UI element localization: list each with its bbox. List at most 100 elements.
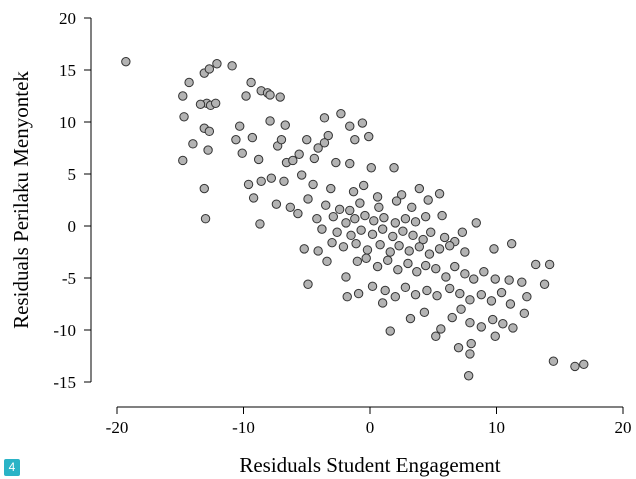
data-point	[522, 292, 532, 302]
data-point	[341, 218, 351, 228]
data-point	[465, 349, 475, 359]
data-point	[309, 153, 320, 164]
data-point	[355, 198, 365, 208]
data-point	[302, 134, 312, 145]
data-point	[265, 90, 275, 100]
data-point	[444, 241, 455, 251]
data-point	[351, 238, 361, 249]
data-point	[358, 180, 369, 191]
data-point	[372, 192, 383, 202]
data-point	[276, 134, 287, 145]
data-point	[280, 120, 290, 130]
y-tick-label: 20	[59, 9, 76, 28]
data-point	[121, 56, 131, 67]
y-tick-label: 0	[68, 217, 77, 236]
data-point	[463, 371, 474, 381]
data-point	[420, 260, 431, 271]
data-point	[184, 77, 194, 88]
data-point	[296, 170, 307, 180]
y-tick-label: -10	[53, 321, 76, 340]
data-point	[366, 163, 376, 173]
data-point	[313, 143, 323, 153]
y-tick-label: -15	[53, 373, 76, 392]
data-point	[253, 154, 264, 165]
x-axis: -20 -10 0 10 20	[106, 406, 632, 437]
data-point	[469, 274, 479, 284]
data-point	[334, 204, 345, 215]
data-point	[342, 292, 352, 302]
data-point	[431, 263, 441, 274]
data-point	[210, 98, 221, 108]
data-point	[498, 319, 508, 329]
data-point	[505, 299, 516, 309]
x-tick-label: 20	[615, 418, 632, 437]
y-tick-label: 15	[59, 61, 76, 80]
data-point	[420, 211, 431, 222]
data-point	[385, 247, 395, 257]
data-point	[231, 134, 241, 145]
data-point	[391, 196, 402, 206]
data-point	[456, 304, 466, 314]
data-point	[450, 261, 460, 272]
data-point	[486, 296, 497, 306]
data-point	[179, 112, 189, 122]
data-point	[367, 281, 378, 292]
data-point	[338, 242, 349, 252]
data-point	[424, 249, 435, 259]
data-point	[400, 214, 411, 224]
data-point	[285, 202, 296, 212]
data-point	[357, 118, 368, 128]
data-point	[437, 210, 447, 221]
data-point	[326, 183, 336, 194]
data-point	[195, 99, 206, 110]
data-point	[360, 210, 370, 221]
data-point	[517, 277, 527, 287]
data-point	[348, 186, 359, 197]
data-point	[390, 292, 400, 302]
data-point	[279, 176, 289, 186]
x-tick-label: -20	[106, 418, 129, 437]
data-point	[256, 176, 266, 186]
x-axis-title: Residuals Student Engagement	[239, 453, 500, 477]
data-point	[204, 126, 215, 137]
data-point	[313, 246, 323, 256]
data-point	[345, 121, 355, 131]
data-point	[412, 267, 422, 277]
data-point	[303, 279, 313, 289]
y-tick-label: -5	[62, 269, 76, 288]
page-number-badge: 4	[4, 459, 20, 476]
data-point	[369, 216, 379, 226]
data-point	[441, 272, 451, 282]
data-point	[453, 342, 464, 353]
data-point	[345, 205, 355, 216]
data-point	[410, 217, 421, 227]
data-point	[570, 361, 580, 372]
data-point	[271, 199, 282, 209]
data-point	[539, 279, 550, 289]
data-point	[476, 289, 487, 300]
y-axis: -15 -10 -5 0 5 10 15 20	[53, 9, 92, 392]
y-tick-label: 10	[59, 113, 76, 132]
data-point	[255, 219, 265, 229]
data-point	[188, 139, 198, 149]
data-point	[465, 318, 475, 328]
data-point	[434, 244, 445, 254]
data-point	[390, 218, 400, 228]
data-point	[247, 132, 258, 143]
data-point	[317, 224, 327, 234]
data-point	[350, 134, 360, 145]
data-point	[293, 208, 303, 219]
data-point	[471, 218, 481, 228]
data-point	[377, 224, 388, 234]
x-tick-label: -10	[232, 418, 255, 437]
data-point	[199, 183, 209, 194]
data-point	[178, 155, 188, 166]
data-point	[405, 313, 416, 324]
data-point	[308, 179, 318, 190]
data-point	[422, 285, 432, 296]
data-point	[388, 231, 398, 242]
data-point	[345, 158, 355, 169]
data-point	[323, 130, 333, 141]
data-point	[396, 190, 407, 200]
